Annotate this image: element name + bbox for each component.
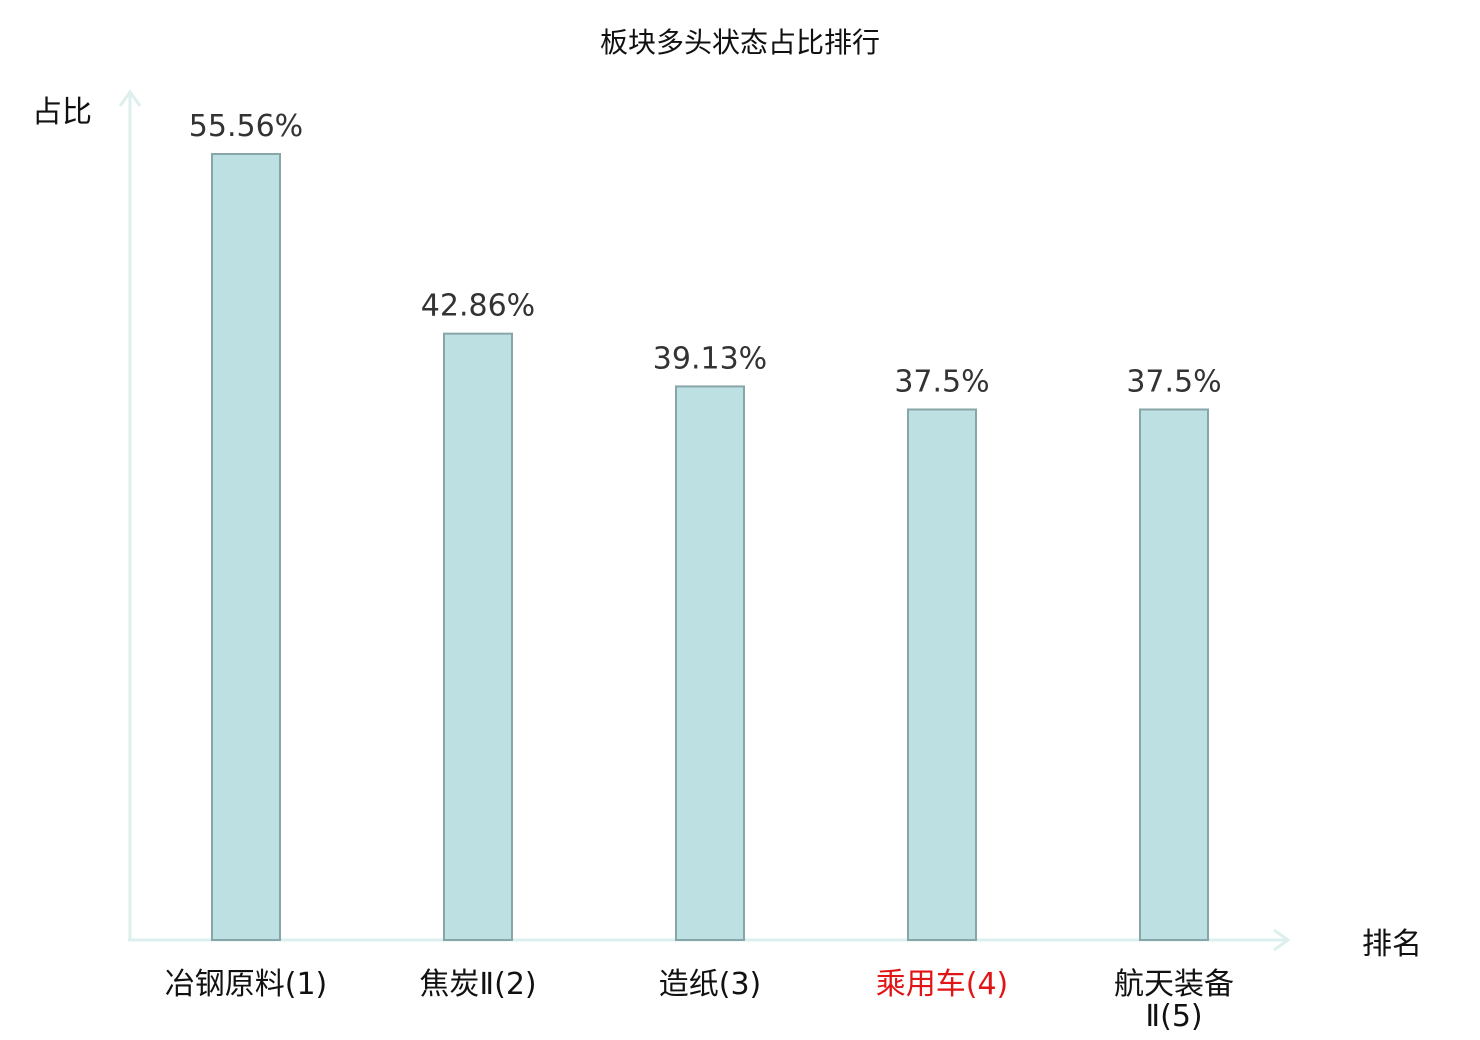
data-label: 39.13% [653, 341, 767, 376]
x-axis-label: 排名 [1362, 927, 1422, 962]
data-label: 37.5% [1126, 364, 1221, 399]
bar [443, 332, 513, 941]
x-tick-label: 乘用车(4) [876, 967, 1009, 1002]
bar-series: 55.56% 冶钢原料(1) 42.86% 焦炭Ⅱ(2) 39.13% 造纸(3) 37.5… [165, 109, 1234, 1034]
x-axis-arrow [1273, 928, 1291, 952]
chart-title: 板块多头状态占比排行 [600, 26, 880, 59]
bar [907, 408, 977, 941]
x-tick-label: 造纸(3) [659, 967, 762, 1002]
x-tick-label: Ⅱ(5) [1145, 999, 1202, 1034]
data-label: 37.5% [894, 364, 989, 399]
x-tick-label: 焦炭Ⅱ(2) [419, 967, 536, 1002]
bar [211, 153, 281, 941]
x-tick-label: 航天装备 [1114, 967, 1234, 1002]
data-label: 42.86% [421, 289, 535, 324]
bar [675, 385, 745, 941]
y-axis-label: 占比 [32, 95, 92, 130]
bar [1139, 408, 1209, 941]
x-tick-label: 冶钢原料(1) [165, 967, 328, 1002]
y-axis-arrow [118, 89, 142, 107]
data-label: 55.56% [189, 109, 303, 144]
